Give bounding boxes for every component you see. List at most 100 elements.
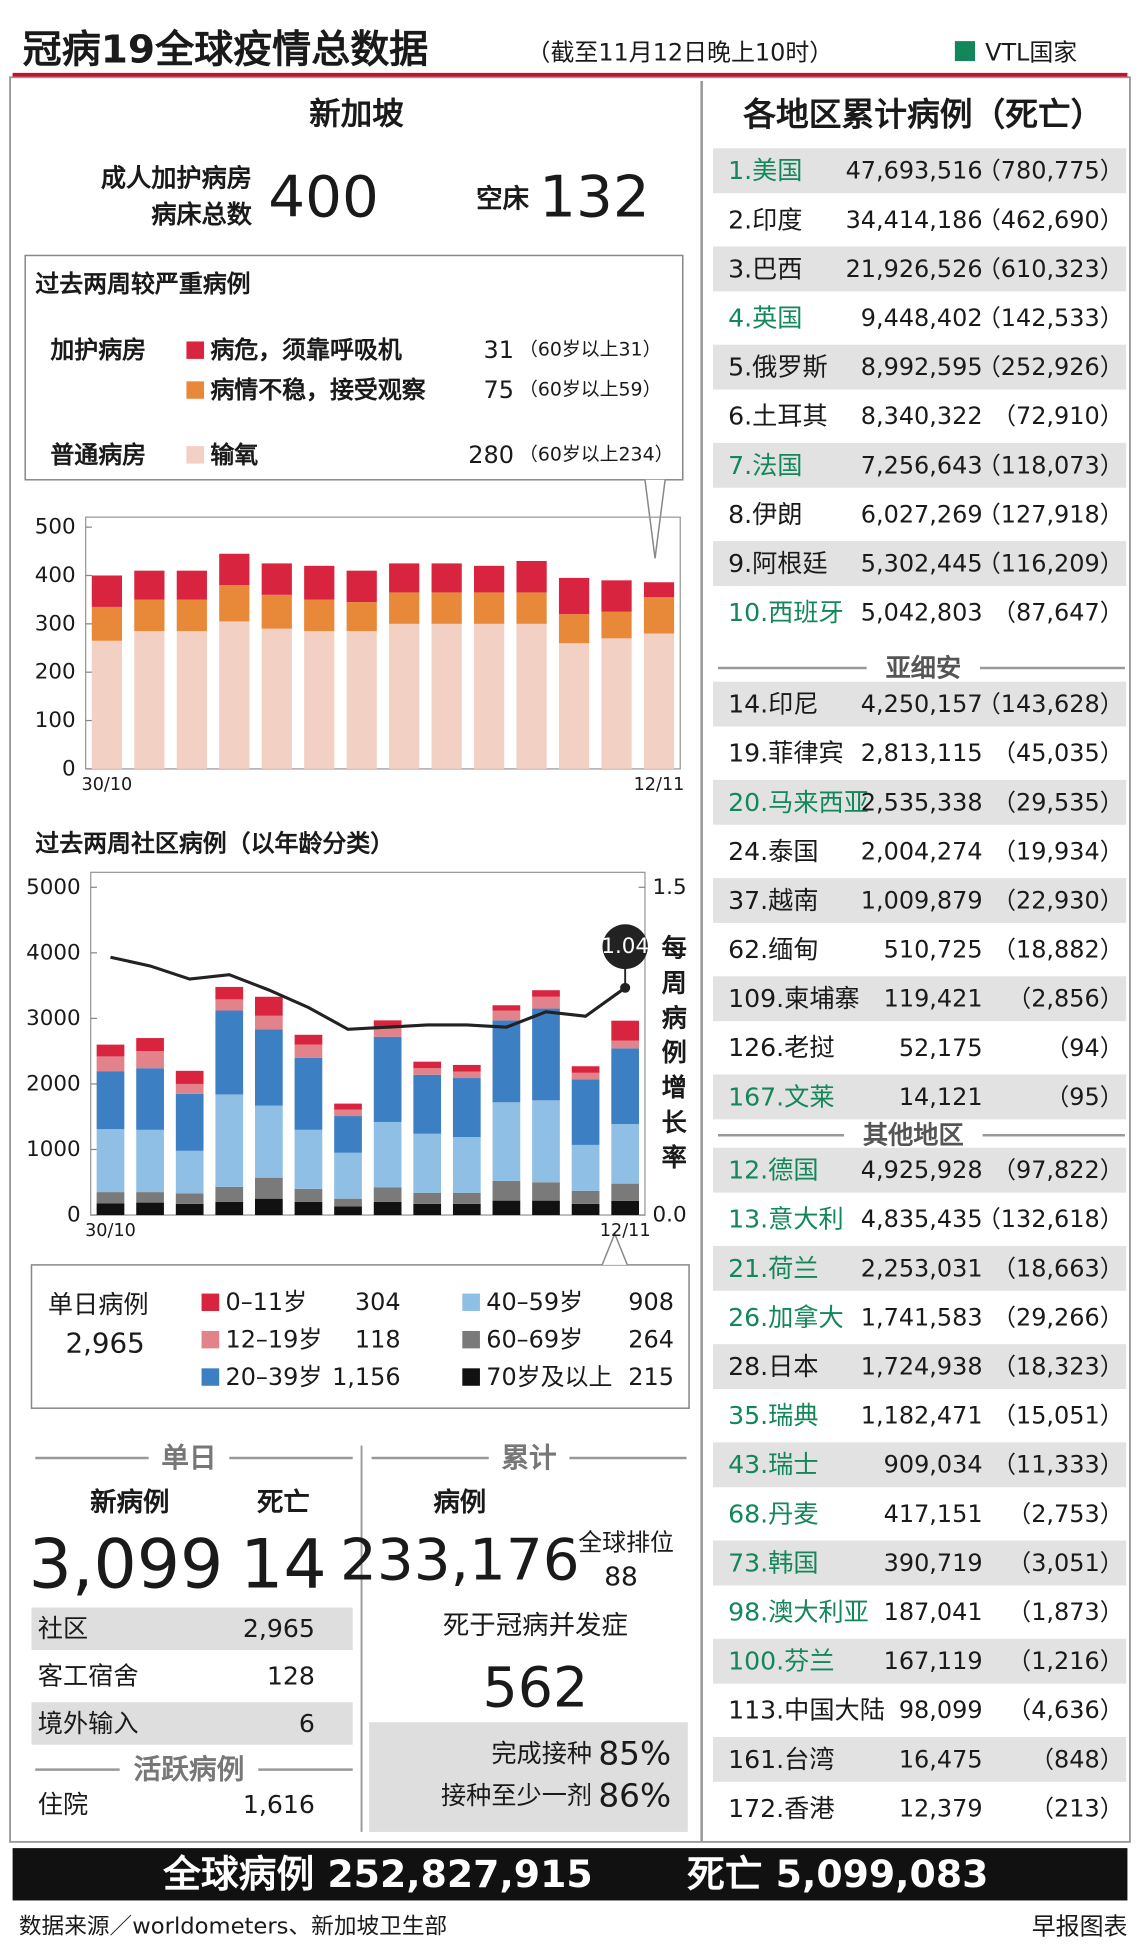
region-cases: 9,448,402 (861, 304, 983, 332)
region-deaths: （132,618） (977, 1205, 1124, 1233)
region-name: 161.台湾 (728, 1745, 834, 1774)
severe-box (24, 254, 684, 481)
big-number: 3,099 (29, 1525, 224, 1604)
legend-value: 31 (484, 336, 514, 364)
legend-swatch (201, 1330, 220, 1349)
region-cases: 2,253,031 (861, 1254, 983, 1282)
region-name: 1.美国 (728, 156, 802, 185)
bar-segment (254, 1198, 283, 1216)
global-deaths: 死亡 5,099,083 (687, 1852, 988, 1896)
section-rules (35, 666, 1125, 1771)
bar-segment (136, 1068, 164, 1130)
y-tick-label: 1000 (26, 1137, 80, 1162)
bar-segment (346, 570, 377, 603)
bar-segment (334, 1103, 362, 1110)
region-name: 24.泰国 (728, 837, 818, 866)
row-shade (712, 878, 1127, 923)
bar-segment (334, 1206, 362, 1216)
region-cases: 167,119 (884, 1647, 983, 1675)
bar-segment (532, 1100, 560, 1183)
region-deaths: （142,533） (977, 304, 1124, 332)
row-label: 住院 (38, 1790, 88, 1819)
big-number: 132 (539, 164, 650, 231)
canvas: 冠病19全球疫情总数据 （截至11月12日晚上10时） VTL国家新加坡成人加护病房… (9, 27, 1131, 1941)
bar-segment (96, 1203, 125, 1216)
bar-segment (389, 592, 420, 624)
bar-segment (571, 1190, 600, 1204)
y-tick-label: 3000 (26, 1006, 80, 1031)
region-name: 109.柬埔寨 (728, 984, 860, 1013)
bar-segment (492, 1020, 521, 1103)
region-name: 5.俄罗斯 (728, 353, 828, 382)
legend-label: 输氧 (210, 441, 258, 469)
region-name: 28.日本 (728, 1352, 818, 1381)
bar-segment (452, 1192, 481, 1204)
row-value: 6 (299, 1709, 315, 1738)
bar-segment (643, 633, 675, 769)
bar-segment (96, 1044, 125, 1057)
bar-segment (516, 623, 547, 769)
region-cases: 52,175 (899, 1034, 983, 1062)
region-deaths: （127,918） (977, 501, 1124, 529)
row-value: 85% (598, 1735, 671, 1773)
region-deaths: （18,323） (992, 1353, 1124, 1381)
region-cases: 5,302,445 (861, 550, 983, 578)
bar-segment (219, 621, 250, 769)
bar-segment (261, 563, 292, 595)
legend-label: 40–59岁 (486, 1288, 583, 1316)
region-deaths: （18,882） (992, 936, 1124, 964)
region-deaths: （29,535） (992, 788, 1124, 816)
region-name: 113.中国大陆 (728, 1696, 885, 1725)
region-cases: 187,041 (884, 1598, 983, 1626)
legend-note: （60岁以上59） (519, 379, 661, 401)
region-cases: 4,925,928 (861, 1156, 983, 1184)
legend-box (30, 1264, 690, 1409)
region-deaths: （848） (1030, 1745, 1124, 1773)
row-value: 1,616 (243, 1790, 315, 1819)
legend-value: 118 (355, 1326, 401, 1354)
bar-segment (175, 1193, 204, 1204)
row-label: 完成接种 (491, 1739, 592, 1768)
bar-segment (96, 1071, 125, 1130)
region-cases: 2,004,274 (861, 837, 983, 865)
bar-segment (346, 602, 377, 632)
row-shade (712, 541, 1127, 586)
region-deaths: （1,873） (1007, 1598, 1123, 1626)
region-name: 2.印度 (728, 205, 802, 234)
bar-segment (294, 1057, 323, 1130)
bar-segment (176, 599, 207, 632)
bar-segment (334, 1152, 362, 1199)
region-cases: 510,725 (884, 936, 983, 964)
bar-segment (373, 1036, 402, 1122)
region-cases: 7,256,643 (861, 451, 983, 479)
region-deaths: （4,636） (1007, 1696, 1123, 1724)
legend-swatch (462, 1330, 480, 1349)
bar-segment (136, 1051, 164, 1069)
callout-label: 1.04 (601, 934, 649, 959)
bar-segment (373, 1201, 402, 1216)
bar-segment (373, 1187, 402, 1202)
region-name: 167.文莱 (728, 1082, 834, 1111)
bar-segment (334, 1109, 362, 1117)
legend-value: 304 (355, 1288, 401, 1316)
row-shade (31, 1702, 353, 1745)
footer-bar (12, 1848, 1128, 1901)
legend-swatch (462, 1293, 480, 1312)
bar-segment (254, 1105, 283, 1178)
legend-note: （60岁以上31） (519, 339, 661, 361)
region-name: 73.韩国 (728, 1549, 818, 1578)
bar-segment (294, 1034, 323, 1045)
bar-segment (136, 1038, 164, 1052)
pointer (644, 479, 666, 559)
x-tick-label: 12/11 (600, 1221, 651, 1241)
region-cases: 21,926,526 (846, 255, 983, 283)
section-title: 新加坡 (309, 97, 404, 133)
region-cases: 909,034 (884, 1451, 983, 1479)
bar-segment (389, 563, 420, 593)
bar-segment (254, 1015, 283, 1030)
region-deaths: （97,822） (992, 1156, 1124, 1184)
bar-segment (431, 592, 462, 624)
bar-segment (558, 614, 590, 644)
bar-segment (474, 592, 505, 624)
region-name: 43.瑞士 (728, 1450, 818, 1479)
